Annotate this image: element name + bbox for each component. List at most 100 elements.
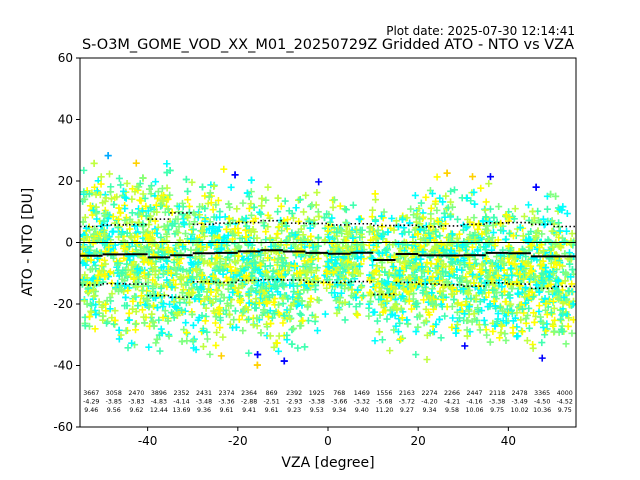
scatter-point — [137, 246, 145, 254]
scatter-point — [323, 276, 331, 284]
scatter-point — [354, 254, 362, 262]
scatter-point — [356, 226, 364, 234]
scatter-point — [481, 246, 489, 254]
scatter-point — [369, 206, 377, 214]
scatter-point — [183, 330, 191, 338]
scatter-point — [436, 232, 444, 240]
scatter-point — [240, 266, 248, 274]
scatter-point — [398, 276, 406, 284]
scatter-point — [122, 293, 130, 301]
scatter-point — [476, 326, 484, 334]
scatter-point — [157, 325, 165, 333]
scatter-point — [392, 285, 400, 293]
scatter-point — [470, 279, 478, 287]
scatter-point — [550, 304, 558, 312]
scatter-point — [122, 327, 130, 335]
x-tick-label: -40 — [138, 434, 158, 448]
bin-std-label: 9.61 — [265, 407, 279, 414]
scatter-point — [478, 290, 486, 298]
scatter-point — [203, 276, 211, 284]
scatter-point — [329, 203, 337, 211]
scatter-point — [300, 235, 308, 243]
scatter-point — [123, 302, 131, 310]
scatter-point — [396, 272, 404, 280]
scatter-point — [527, 242, 535, 250]
scatter-point — [115, 266, 123, 274]
scatter-point — [102, 260, 110, 268]
scatter-point — [467, 197, 475, 205]
scatter-point — [348, 271, 356, 279]
bin-count-label: 3667 — [83, 390, 99, 397]
scatter-point — [398, 314, 406, 322]
scatter-point — [235, 252, 243, 260]
scatter-point — [117, 209, 125, 217]
scatter-point — [450, 296, 458, 304]
scatter-point — [469, 232, 477, 240]
scatter-point — [291, 262, 299, 270]
scatter-point — [432, 301, 440, 309]
scatter-point — [182, 230, 189, 238]
scatter-point — [102, 194, 110, 202]
bin-median-label: -4.50 — [534, 399, 550, 406]
scatter-point — [530, 318, 538, 326]
scatter-point — [503, 305, 511, 313]
scatter-point — [131, 222, 139, 230]
scatter-point — [168, 283, 176, 291]
scatter-point — [262, 298, 270, 306]
bin-count-label: 3058 — [106, 390, 122, 397]
scatter-point — [528, 268, 536, 276]
scatter-point — [547, 190, 555, 198]
scatter-point — [260, 222, 268, 230]
scatter-point — [273, 339, 281, 347]
scatter-point — [432, 320, 440, 328]
scatter-point — [166, 166, 174, 174]
scatter-point — [539, 319, 547, 327]
scatter-point — [487, 275, 495, 283]
bin-std-label: 12.44 — [150, 407, 168, 414]
scatter-point — [231, 245, 239, 253]
scatter-point — [397, 335, 405, 343]
scatter-point — [549, 269, 557, 277]
scatter-point — [305, 217, 313, 225]
bin-std-label: 9.23 — [287, 407, 301, 414]
scatter-point — [234, 257, 242, 265]
scatter-point — [264, 183, 272, 191]
scatter-point — [242, 214, 250, 222]
scatter-point — [469, 270, 477, 278]
scatter-point — [554, 277, 562, 285]
scatter-point — [97, 173, 105, 181]
scatter-point — [568, 266, 576, 274]
scatter-point — [160, 270, 168, 278]
scatter-point — [195, 211, 203, 219]
scatter-point — [158, 329, 166, 337]
scatter-point — [392, 300, 400, 308]
scatter-point — [464, 316, 472, 324]
scatter-point — [443, 278, 451, 286]
scatter-point — [423, 259, 431, 267]
scatter-point — [548, 217, 556, 225]
scatter-point — [296, 290, 304, 298]
scatter-point — [190, 344, 198, 352]
scatter-point — [375, 271, 383, 279]
scatter-point — [185, 202, 193, 210]
scatter-point — [540, 247, 548, 255]
bin-std-label: 11.20 — [375, 407, 393, 414]
scatter-point — [118, 286, 126, 294]
scatter-point — [349, 234, 357, 242]
scatter-point — [412, 351, 420, 359]
scatter-point — [383, 285, 391, 293]
scatter-point — [453, 300, 461, 308]
scatter-point — [294, 294, 302, 302]
scatter-point — [426, 234, 434, 242]
bin-median-label: -2.51 — [263, 399, 279, 406]
scatter-point — [140, 269, 148, 277]
scatter-point — [231, 225, 239, 233]
scatter-point — [188, 310, 196, 318]
scatter-point — [272, 242, 280, 250]
scatter-point — [159, 300, 167, 308]
scatter-point — [461, 342, 469, 350]
scatter-point — [242, 265, 250, 273]
scatter-point — [466, 259, 474, 267]
scatter-point — [507, 264, 515, 272]
